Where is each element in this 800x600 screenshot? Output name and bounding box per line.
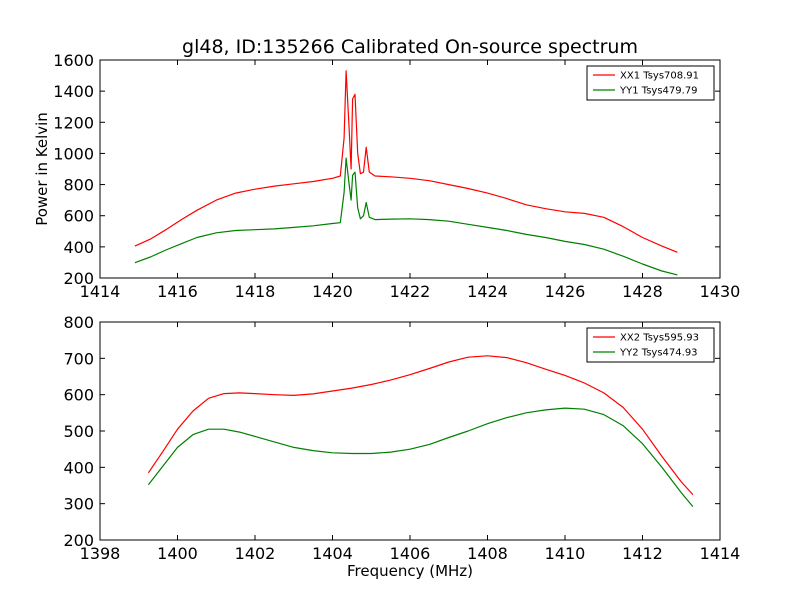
panel-2-x-tick-label-6: 1410 bbox=[545, 544, 586, 563]
panel-2-legend-label-2: YY2 Tsys474.93 bbox=[619, 348, 698, 359]
panel-1-y-tick-label-5: 1200 bbox=[53, 113, 94, 132]
panel-2-series-line-1 bbox=[147, 355, 694, 496]
panel-2-series-line-2 bbox=[147, 407, 694, 507]
panel-1-legend: XX1 Tsys708.91 YY1 Tsys479.79 bbox=[586, 65, 715, 101]
panel-2-y-tick-label-3: 500 bbox=[63, 422, 94, 441]
panel-2-y-tick-label-1: 300 bbox=[63, 495, 94, 514]
panel-2-x-tick-label-1: 1400 bbox=[157, 544, 198, 563]
panel-2-y-tick-label-4: 600 bbox=[63, 386, 94, 405]
panel-1-legend-box bbox=[586, 65, 715, 101]
panel-2-x-tick-label-0: 1398 bbox=[80, 544, 121, 563]
panel-1-series-line-2 bbox=[134, 157, 678, 276]
panel-2-y-tick-label-2: 400 bbox=[63, 458, 94, 477]
panel-1-x-tick-label-7: 1428 bbox=[622, 282, 663, 301]
panel-1-y-tick-label-6: 1400 bbox=[53, 82, 94, 101]
panel-1-y-axis-label: Power in Kelvin bbox=[33, 112, 51, 226]
panel-1-x-tick-label-4: 1422 bbox=[390, 282, 431, 301]
panel-2-legend-box bbox=[586, 327, 715, 363]
panel-1-x-tick-label-6: 1426 bbox=[545, 282, 586, 301]
panel-2-y-tick-label-5: 700 bbox=[63, 349, 94, 368]
panel-1-y-tick-label-7: 1600 bbox=[53, 51, 94, 70]
panel-1-y-tick-label-2: 600 bbox=[63, 207, 94, 226]
panel-2-x-tick-label-5: 1408 bbox=[467, 544, 508, 563]
panel-1-y-tick-label-3: 800 bbox=[63, 176, 94, 195]
panel-1-legend-label-2: YY1 Tsys479.79 bbox=[619, 86, 698, 97]
panel-2-x-tick-label-4: 1406 bbox=[390, 544, 431, 563]
panel-1: 1414 1416 1418 1420 1422 1424 1426 1428 1430 200 4… bbox=[33, 51, 740, 301]
panel-1-x-tick-label-1: 1416 bbox=[157, 282, 198, 301]
panel-2-x-tick-label-7: 1412 bbox=[622, 544, 663, 563]
panel-2-x-axis-label: Frequency (MHz) bbox=[347, 562, 473, 580]
panel-1-y-tick-label-1: 400 bbox=[63, 238, 94, 257]
panel-2-y-tick-label-0: 200 bbox=[63, 531, 94, 550]
panel-2: 1398 1400 1402 1404 1406 1408 1410 1412 1414 200 3… bbox=[63, 313, 740, 580]
panel-1-x-tick-label-5: 1424 bbox=[467, 282, 508, 301]
panel-2-legend-label-1: XX2 Tsys595.93 bbox=[620, 333, 699, 344]
panel-1-legend-label-1: XX1 Tsys708.91 bbox=[620, 71, 699, 82]
panel-1-x-tick-label-0: 1414 bbox=[80, 282, 121, 301]
panel-1-x-tick-label-2: 1418 bbox=[235, 282, 276, 301]
panel-1-y-tick-label-4: 1000 bbox=[53, 144, 94, 163]
panel-1-series-line-1 bbox=[134, 70, 678, 253]
chart-title: gl48, ID:135266 Calibrated On-source spe… bbox=[182, 36, 638, 58]
panel-2-x-tick-label-2: 1402 bbox=[235, 544, 276, 563]
panel-1-x-tick-label-3: 1420 bbox=[312, 282, 353, 301]
panel-2-y-tick-label-6: 800 bbox=[63, 313, 94, 332]
panel-2-x-tick-label-8: 1414 bbox=[700, 544, 741, 563]
panel-2-legend: XX2 Tsys595.93 YY2 Tsys474.93 bbox=[586, 327, 715, 363]
panel-1-x-tick-label-8: 1430 bbox=[700, 282, 741, 301]
panel-1-y-tick-label-0: 200 bbox=[63, 269, 94, 288]
panel-2-x-tick-label-3: 1404 bbox=[312, 544, 353, 563]
